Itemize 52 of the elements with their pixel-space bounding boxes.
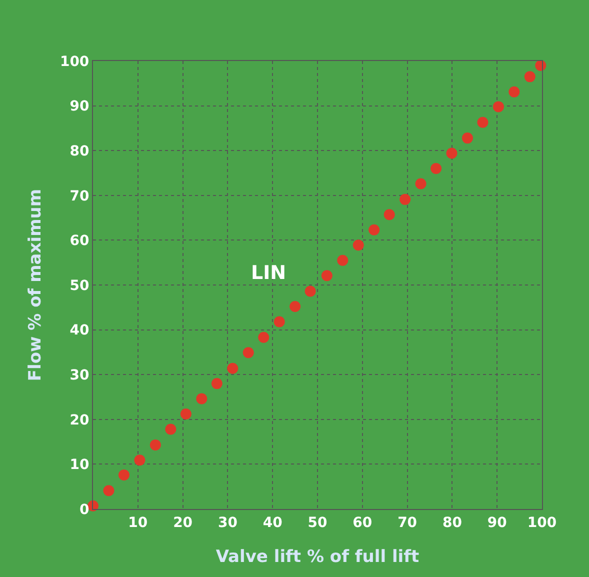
point [462, 132, 473, 144]
point [524, 71, 536, 82]
x-tick-label: 10 [128, 514, 148, 531]
y-tick-label: 80 [70, 144, 90, 160]
point [196, 393, 208, 404]
x-tick-label: 90 [487, 514, 508, 531]
point [337, 254, 348, 266]
point [321, 270, 332, 282]
point [242, 347, 254, 358]
point [508, 86, 520, 98]
y-axis-title: Flow % of maximum [26, 188, 46, 382]
point [150, 439, 161, 450]
x-axis-title: Valve lift % of full lift [216, 547, 420, 568]
point [274, 316, 285, 328]
y-tick-label: 0 [79, 502, 90, 518]
x-tick-label: 70 [398, 514, 418, 531]
y-tick-label: 60 [70, 233, 90, 250]
point [384, 209, 395, 220]
point [304, 286, 316, 297]
y-tick-label: 40 [70, 322, 90, 339]
y-tick-label: 50 [70, 278, 90, 294]
y-tick-label: 100 [60, 54, 90, 70]
point [446, 148, 458, 159]
point [400, 194, 411, 205]
point [290, 301, 301, 312]
point [227, 362, 238, 374]
point [103, 485, 114, 496]
point [134, 454, 146, 466]
point [211, 378, 222, 390]
point [180, 408, 192, 420]
x-tick-label: 30 [218, 514, 238, 531]
point [415, 178, 426, 190]
y-tick-label: 30 [70, 368, 90, 384]
x-tick-label: 20 [173, 514, 193, 531]
x-tick-label: 100 [527, 514, 557, 531]
y-tick-label: 90 [70, 98, 90, 115]
point [258, 332, 270, 343]
point [430, 163, 442, 174]
x-tick-label: 40 [262, 514, 283, 531]
y-tick-label: 10 [70, 457, 90, 474]
annotation: LIN [251, 262, 286, 284]
y-tick-label: 70 [70, 188, 90, 204]
x-tick-label: 60 [352, 514, 372, 531]
point [165, 424, 176, 435]
x-tick-label: 50 [308, 514, 328, 531]
point [352, 240, 364, 251]
point [477, 116, 488, 128]
point [492, 101, 504, 112]
y-tick-label: 20 [70, 412, 90, 428]
point [368, 224, 380, 236]
x-tick-label: 80 [442, 514, 462, 531]
point [118, 469, 130, 480]
